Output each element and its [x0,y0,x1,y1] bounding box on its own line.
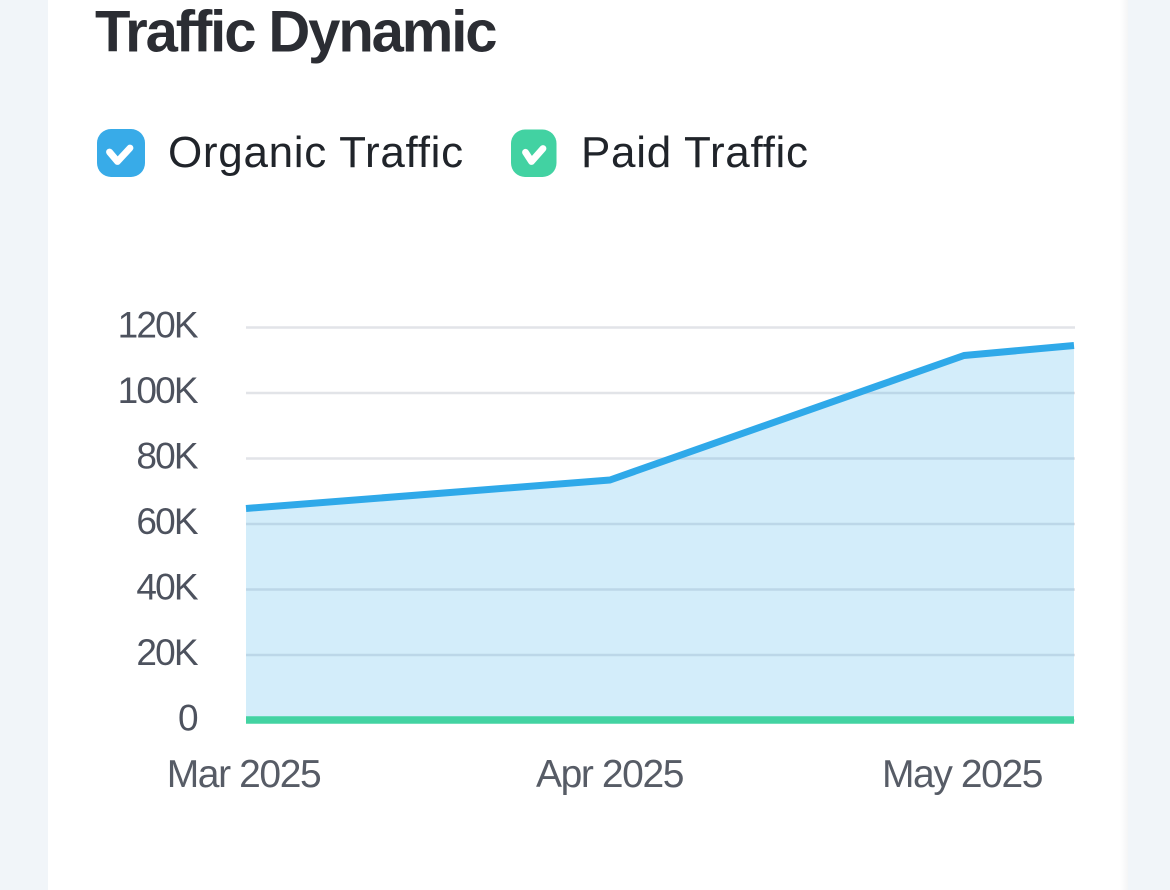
svg-text:Traffic Dynamic: Traffic Dynamic [95,0,496,65]
svg-text:Mar 2025: Mar 2025 [167,753,321,796]
svg-text:Paid Traffic: Paid Traffic [581,128,809,177]
svg-text:20K: 20K [136,632,199,673]
svg-text:0: 0 [178,698,198,739]
svg-text:100K: 100K [118,370,199,411]
svg-text:Organic Traffic: Organic Traffic [168,128,464,177]
svg-text:60K: 60K [136,501,199,542]
svg-text:80K: 80K [136,436,199,477]
svg-text:120K: 120K [118,305,199,346]
svg-text:40K: 40K [136,567,199,608]
svg-text:Apr 2025: Apr 2025 [536,753,684,796]
svg-text:May 2025: May 2025 [882,753,1043,796]
